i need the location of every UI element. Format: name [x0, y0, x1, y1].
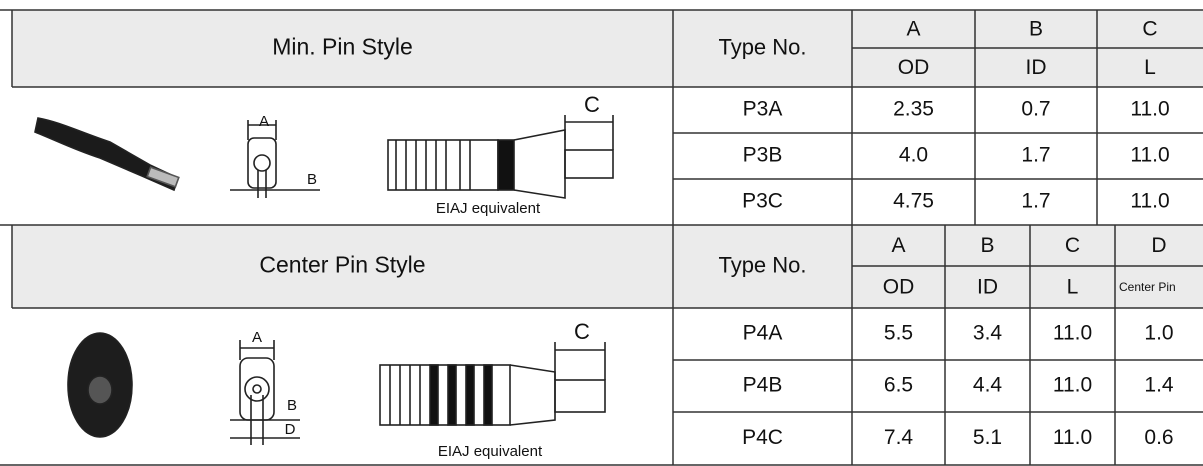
- column-letter: B: [980, 234, 994, 257]
- cell-value: 4.4: [973, 374, 1003, 397]
- dim-label: A: [252, 329, 262, 346]
- dim-label: C: [574, 319, 590, 344]
- type-no: P4C: [742, 426, 783, 449]
- column-dim: OD: [883, 276, 915, 299]
- type-no: P4B: [743, 374, 783, 397]
- column-letter: A: [906, 18, 920, 41]
- column-letter: A: [891, 234, 905, 257]
- column-letter: D: [1151, 234, 1166, 257]
- type-no: P3C: [742, 190, 783, 213]
- cell-value: 1.7: [1021, 190, 1050, 213]
- cell-value: 4.0: [899, 144, 928, 167]
- dim-label: A: [259, 113, 269, 130]
- column-letter: C: [1142, 18, 1157, 41]
- cell-value: 0.6: [1144, 426, 1173, 449]
- cell-value: 5.1: [973, 426, 1002, 449]
- cell-value: 5.5: [884, 322, 913, 345]
- cell-value: 6.5: [884, 374, 913, 397]
- cell-value: 0.7: [1021, 98, 1050, 121]
- cell-value: 11.0: [1053, 426, 1092, 449]
- column-dim: ID: [977, 276, 998, 299]
- drawing-caption: EIAJ equivalent: [438, 443, 543, 460]
- type-header: Type No.: [718, 34, 806, 59]
- dim-label: C: [584, 92, 600, 117]
- type-header: Type No.: [718, 252, 806, 277]
- cell-value: 11.0: [1130, 144, 1169, 167]
- type-no: P3B: [743, 144, 783, 167]
- cell-value: 4.75: [893, 190, 934, 213]
- column-letter: B: [1029, 18, 1043, 41]
- column-dim: ID: [1026, 56, 1047, 79]
- cell-value: 1.7: [1021, 144, 1050, 167]
- cell-value: 11.0: [1130, 190, 1169, 213]
- dim-label: D: [285, 421, 296, 438]
- section-title: Min. Pin Style: [272, 34, 413, 60]
- type-no: P4A: [743, 322, 783, 345]
- column-dim: L: [1144, 56, 1156, 79]
- cell-value: 2.35: [893, 98, 934, 121]
- cell-value: 3.4: [973, 322, 1003, 345]
- section-title: Center Pin Style: [259, 252, 425, 278]
- column-dim: Center Pin: [1119, 280, 1176, 294]
- cell-value: 7.4: [884, 426, 914, 449]
- cell-value: 1.0: [1144, 322, 1173, 345]
- column-dim: OD: [898, 56, 930, 79]
- center-pin-drawing: A B D C EIAJ equivalent: [67, 319, 606, 460]
- column-dim: L: [1067, 276, 1079, 299]
- dim-label: B: [307, 171, 317, 188]
- type-no: P3A: [743, 98, 783, 121]
- column-letter: C: [1065, 234, 1080, 257]
- cell-value: 11.0: [1130, 98, 1169, 121]
- cell-value: 1.4: [1144, 374, 1174, 397]
- dim-label: B: [287, 397, 297, 414]
- cell-value: 11.0: [1053, 374, 1092, 397]
- min-pin-drawing: A B C EIAJ equivalent: [34, 92, 614, 217]
- drawing-caption: EIAJ equivalent: [436, 200, 541, 217]
- cable-photo: [34, 117, 179, 192]
- cell-value: 11.0: [1053, 322, 1092, 345]
